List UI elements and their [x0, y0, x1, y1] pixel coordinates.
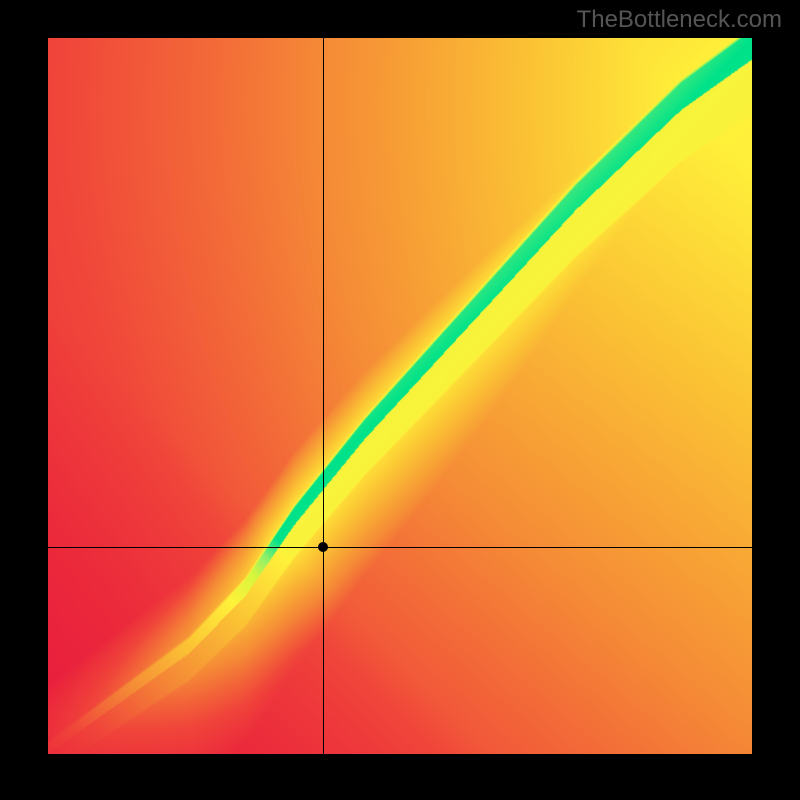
- bottleneck-heatmap: [48, 38, 752, 754]
- watermark-text: TheBottleneck.com: [577, 6, 782, 34]
- plot-area: [48, 38, 752, 754]
- selected-point-marker: [318, 542, 328, 552]
- crosshair-horizontal: [48, 547, 752, 548]
- chart-container: TheBottleneck.com: [0, 0, 800, 800]
- crosshair-vertical: [323, 38, 324, 754]
